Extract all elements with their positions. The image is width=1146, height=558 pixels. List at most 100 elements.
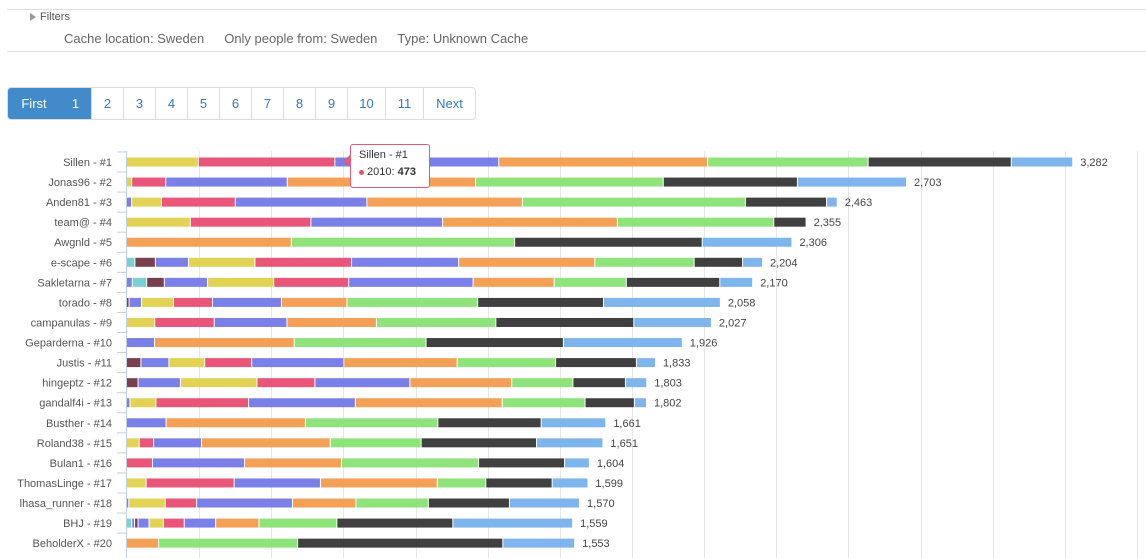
total-label: 1,833	[663, 358, 691, 370]
bar-segment	[234, 478, 320, 488]
bar-segment	[257, 378, 315, 388]
bar-segment	[496, 317, 634, 327]
total-label: 3,282	[1080, 157, 1108, 169]
bar-segment	[198, 157, 335, 167]
bar-segment	[563, 338, 682, 348]
total-label: 2,463	[845, 197, 873, 209]
bar-segment	[129, 498, 165, 508]
bar-segment	[743, 257, 763, 267]
page-button-4[interactable]: 4	[155, 88, 187, 119]
filters-label: Filters	[40, 11, 70, 23]
bar-segment	[184, 518, 216, 528]
bar-segment	[565, 458, 589, 468]
page-button-10[interactable]: 10	[347, 88, 385, 119]
filters-toggle[interactable]: Filters	[27, 11, 73, 23]
bar-segment	[305, 418, 438, 428]
bar-segment	[169, 358, 205, 368]
total-label: 2,703	[914, 177, 942, 189]
page-button-9[interactable]: 9	[315, 88, 347, 119]
bar-segment	[315, 378, 410, 388]
bar-segment	[634, 398, 647, 408]
y-tick-label: BHJ - #19	[63, 518, 112, 530]
bar-segment	[127, 197, 132, 207]
bar-segment	[132, 518, 135, 528]
bar-segment	[745, 197, 827, 207]
bar-segment	[141, 358, 169, 368]
y-tick-label: Sillen - #1	[63, 157, 112, 169]
bar-segment	[634, 317, 711, 327]
bar-segment	[127, 358, 141, 368]
bar-segment	[166, 418, 305, 428]
bar-segment	[473, 277, 554, 287]
page-button-5[interactable]: 5	[187, 88, 219, 119]
bar-segment	[617, 217, 774, 227]
page-next-button[interactable]: Next	[423, 88, 475, 119]
bar-segment	[556, 358, 636, 368]
bar-segment	[330, 438, 421, 448]
y-tick-label: Awgnld - #5	[54, 237, 112, 249]
bar-segment	[274, 277, 349, 287]
bar-segment	[573, 378, 625, 388]
total-label: 1,559	[580, 518, 608, 530]
bar-segment	[154, 438, 202, 448]
y-tick-label: gandalf4i - #13	[39, 398, 112, 410]
bar-segment	[636, 358, 655, 368]
bar-segment	[127, 257, 135, 267]
bar-segment	[298, 538, 503, 548]
y-tick-label: Roland38 - #15	[37, 438, 112, 450]
total-label: 1,802	[654, 398, 682, 410]
bar-segment	[138, 378, 180, 388]
bar-segment	[127, 317, 155, 327]
y-tick-label: ThomasLinge - #17	[17, 478, 112, 490]
page-button-2[interactable]: 2	[91, 88, 123, 119]
total-label: 1,926	[690, 338, 718, 350]
total-label: 1,661	[613, 418, 641, 430]
bar-segment	[245, 458, 341, 468]
bar-segment	[127, 398, 130, 408]
bar-segment	[127, 538, 159, 548]
bar-segment	[797, 177, 907, 187]
page-button-3[interactable]: 3	[123, 88, 155, 119]
total-label: 1,599	[595, 478, 623, 490]
page-button-11[interactable]: 11	[385, 88, 423, 119]
bar-segment	[292, 498, 356, 508]
bar-segment	[421, 438, 537, 448]
bar-segment	[355, 398, 502, 408]
bar-segment	[541, 418, 606, 428]
y-tick-label: Anden81 - #3	[46, 197, 112, 209]
bar-segment	[552, 478, 588, 488]
page-button-8[interactable]: 8	[283, 88, 315, 119]
bar-segment	[367, 197, 522, 207]
page-first-button[interactable]: First	[8, 88, 60, 119]
bar-segment	[161, 197, 235, 207]
bar-segment	[352, 257, 459, 267]
filter-type: Type: Unknown Cache	[397, 31, 529, 46]
bar-segment	[486, 478, 552, 488]
bar-segment	[499, 157, 708, 167]
bar-segment	[259, 518, 337, 528]
total-label: 1,604	[597, 458, 625, 470]
page-button-7[interactable]: 7	[251, 88, 283, 119]
series-dot-icon	[359, 169, 364, 175]
total-label: 1,651	[610, 438, 638, 450]
bar-segment	[356, 498, 428, 508]
bar-segment	[252, 358, 344, 368]
bar-segment	[205, 358, 252, 368]
bar-segment	[774, 217, 806, 227]
tooltip-title: Sillen - #1	[359, 149, 408, 161]
bar-segment	[154, 338, 294, 348]
bar-segment	[214, 317, 287, 327]
bar-segment	[189, 257, 255, 267]
page-button-1[interactable]: 1	[60, 88, 91, 119]
bar-segment	[159, 538, 298, 548]
bar-segment	[426, 338, 563, 348]
page-button-6[interactable]: 6	[219, 88, 251, 119]
total-label: 2,355	[814, 217, 842, 229]
bar-segment	[235, 197, 367, 207]
bar-segment	[694, 257, 743, 267]
bar-segment	[626, 277, 720, 287]
tooltip-value: 473	[397, 166, 416, 178]
y-tick-label: lhasa_runner - #18	[20, 498, 112, 510]
bar-segment	[287, 317, 376, 327]
y-tick-label: BeholderX - #20	[33, 538, 113, 550]
